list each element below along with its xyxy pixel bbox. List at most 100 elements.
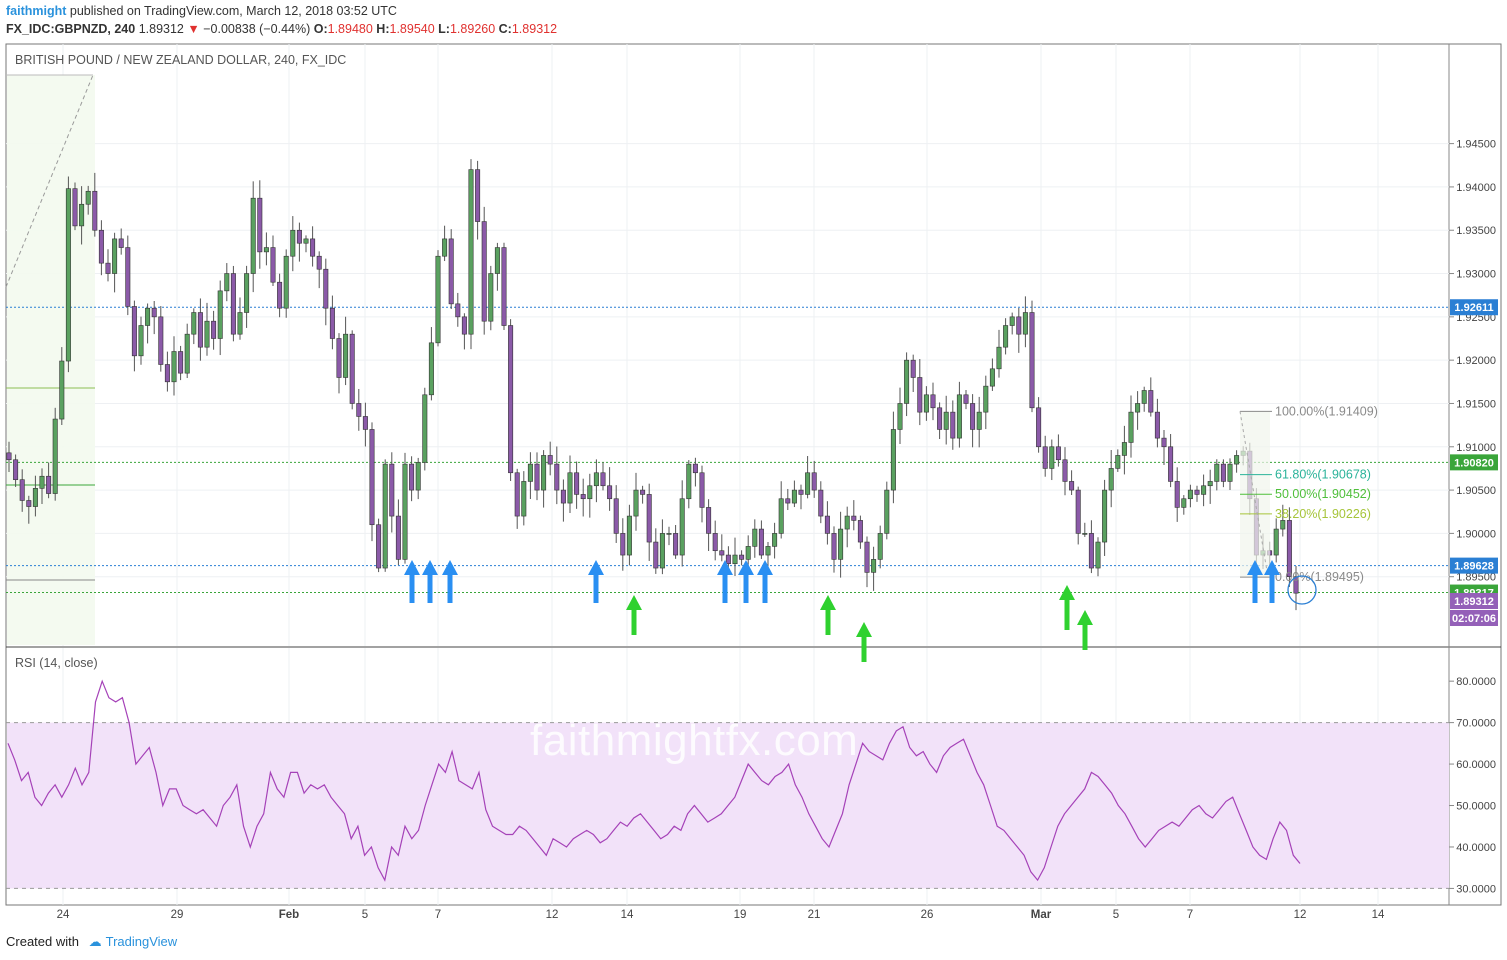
candle-body	[587, 485, 593, 500]
candle-body	[1095, 541, 1101, 569]
tradingview-logo-icon[interactable]: ☁	[88, 934, 102, 949]
candle-body	[1036, 407, 1042, 448]
candle-body	[745, 546, 751, 560]
candle-body	[1207, 481, 1213, 487]
candle-body	[1102, 489, 1108, 543]
candle-body	[824, 515, 830, 534]
candle-body	[785, 498, 791, 504]
candle-body	[600, 472, 606, 487]
candle-body	[402, 463, 408, 560]
rsi-tick-label: 50.0000	[1456, 801, 1496, 813]
candle-body	[521, 481, 527, 517]
candle-body	[138, 325, 144, 357]
green-up-arrow-icon	[626, 595, 642, 635]
x-tick-label: 5	[362, 909, 368, 921]
candle-body	[263, 247, 269, 253]
candle-body	[316, 255, 322, 270]
blue-up-arrow-icon	[1247, 560, 1263, 603]
candle-body	[224, 273, 230, 292]
candle-body	[475, 169, 481, 222]
candle-body	[1108, 468, 1114, 491]
candle-body	[1121, 442, 1127, 456]
candles	[6, 159, 1299, 611]
x-tick-label: 29	[171, 909, 184, 921]
candle-body	[758, 528, 764, 556]
candle-body	[1141, 390, 1147, 404]
candle-body	[1174, 481, 1180, 508]
rsi-tick-label: 80.0000	[1456, 676, 1496, 688]
candle-body	[798, 489, 804, 495]
x-tick-label: 21	[808, 909, 821, 921]
fib-level-label: 0.00%(1.89495)	[1275, 570, 1364, 584]
candle-body	[725, 554, 731, 565]
candle-body	[237, 312, 243, 335]
candle-body	[65, 188, 71, 362]
close-label: C:	[498, 22, 512, 36]
price-label-box	[1450, 454, 1498, 471]
candle-body	[970, 403, 976, 430]
candle-body	[105, 262, 111, 274]
blue-up-arrow-icon	[757, 560, 773, 603]
x-tick-label: 26	[921, 909, 934, 921]
candle-body	[191, 312, 197, 335]
candle-body	[442, 238, 448, 257]
candle-body	[178, 351, 184, 374]
candle-body	[1161, 437, 1167, 448]
symbol-label[interactable]: FX_IDC:GBPNZD, 240	[6, 22, 136, 36]
candle-body	[884, 489, 890, 534]
candle-body	[1214, 463, 1220, 482]
candle-body	[435, 255, 441, 344]
candle-body	[692, 463, 698, 474]
fib-level-label: 38.20%(1.90226)	[1275, 507, 1371, 521]
candle-body	[112, 238, 118, 274]
candle-body	[323, 268, 329, 309]
candle-body	[164, 364, 170, 383]
candle-body	[422, 394, 428, 463]
candle-body	[197, 312, 203, 348]
candle-body	[607, 485, 613, 500]
candle-body	[329, 307, 335, 339]
y-tick-label: 1.89500	[1456, 572, 1496, 584]
candle-body	[217, 290, 223, 339]
tradingview-link[interactable]: TradingView	[105, 934, 178, 949]
candle-body	[838, 528, 844, 560]
candle-body	[98, 229, 104, 264]
candle-body	[871, 559, 877, 573]
candle-body	[1148, 390, 1154, 413]
candle-body	[336, 338, 342, 378]
candle-body	[85, 190, 91, 205]
candle-body	[1069, 481, 1075, 491]
price-label-box	[1450, 299, 1498, 316]
candle-body	[204, 320, 210, 348]
rsi-tick-label: 70.0000	[1456, 718, 1496, 730]
candle-body	[956, 394, 962, 439]
candle-body	[488, 273, 494, 322]
candle-body	[534, 463, 540, 491]
green-up-arrow-icon	[856, 622, 872, 662]
candle-body	[732, 554, 738, 565]
x-tick-label: 19	[734, 909, 747, 921]
green-up-arrow-icon	[1077, 610, 1093, 650]
candle-body	[448, 238, 454, 305]
candle-body	[1187, 489, 1193, 500]
candle-body	[923, 394, 929, 413]
blue-up-arrow-icon	[404, 560, 420, 603]
high-label: H:	[376, 22, 390, 36]
candle-body	[59, 360, 65, 420]
candle-body	[250, 197, 256, 274]
candle-body	[831, 533, 837, 560]
candle-body	[501, 247, 507, 326]
candle-body	[32, 488, 38, 507]
candle-body	[79, 203, 85, 227]
author-link[interactable]: faithmight	[6, 4, 67, 18]
candle-body	[613, 498, 619, 534]
candle-body	[877, 533, 883, 560]
price-label: 1.89628	[1454, 561, 1494, 573]
candle-body	[811, 472, 817, 491]
candle-body	[1022, 312, 1028, 335]
x-tick-label: 14	[1372, 909, 1385, 921]
candle-body	[679, 498, 685, 556]
candle-body	[673, 533, 679, 556]
rsi-line	[7, 679, 1301, 882]
